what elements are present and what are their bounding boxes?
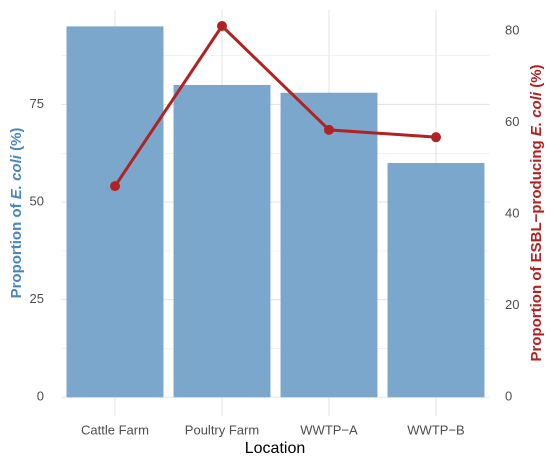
axis-title-part: E. coli [528,91,545,136]
bar [387,163,485,398]
y2-tick-label: 20 [505,297,519,312]
axis-title-part: Proportion of [8,199,25,298]
line-point [110,181,120,192]
y2-tick-label: 60 [505,114,519,129]
line-point [217,21,227,32]
y2-tick-label: 40 [505,205,519,220]
y2-tick-label: 0 [505,388,512,403]
x-tick-label: Poultry Farm [185,422,259,437]
axis-title-part: Proportion of ESBL−producing [528,136,545,361]
y-tick-label: 25 [30,291,44,306]
bar [280,92,378,398]
x-tick-label: WWTP−A [300,422,358,437]
y-tick-label: 50 [30,194,44,209]
axis-title-part: (%) [528,64,545,92]
bar [173,84,271,398]
axis-title-part: (%) [8,128,25,156]
y-tick-label: 75 [30,96,44,111]
x-tick-label: WWTP−B [407,422,464,437]
x-tick-label: Cattle Farm [81,422,149,437]
line-point [431,132,441,143]
line-point [324,124,334,135]
y2-tick-label: 80 [505,22,519,37]
bar [66,26,164,398]
axis-title-part: E. coli [8,154,25,199]
x-axis-title: Location [245,440,306,457]
y-axis-title: Proportion of E. coli (%) [8,128,25,299]
y-axis-title: Proportion of ESBL−producing E. coli (%) [528,64,545,361]
y-tick-label: 0 [37,389,44,404]
line [113,23,437,187]
